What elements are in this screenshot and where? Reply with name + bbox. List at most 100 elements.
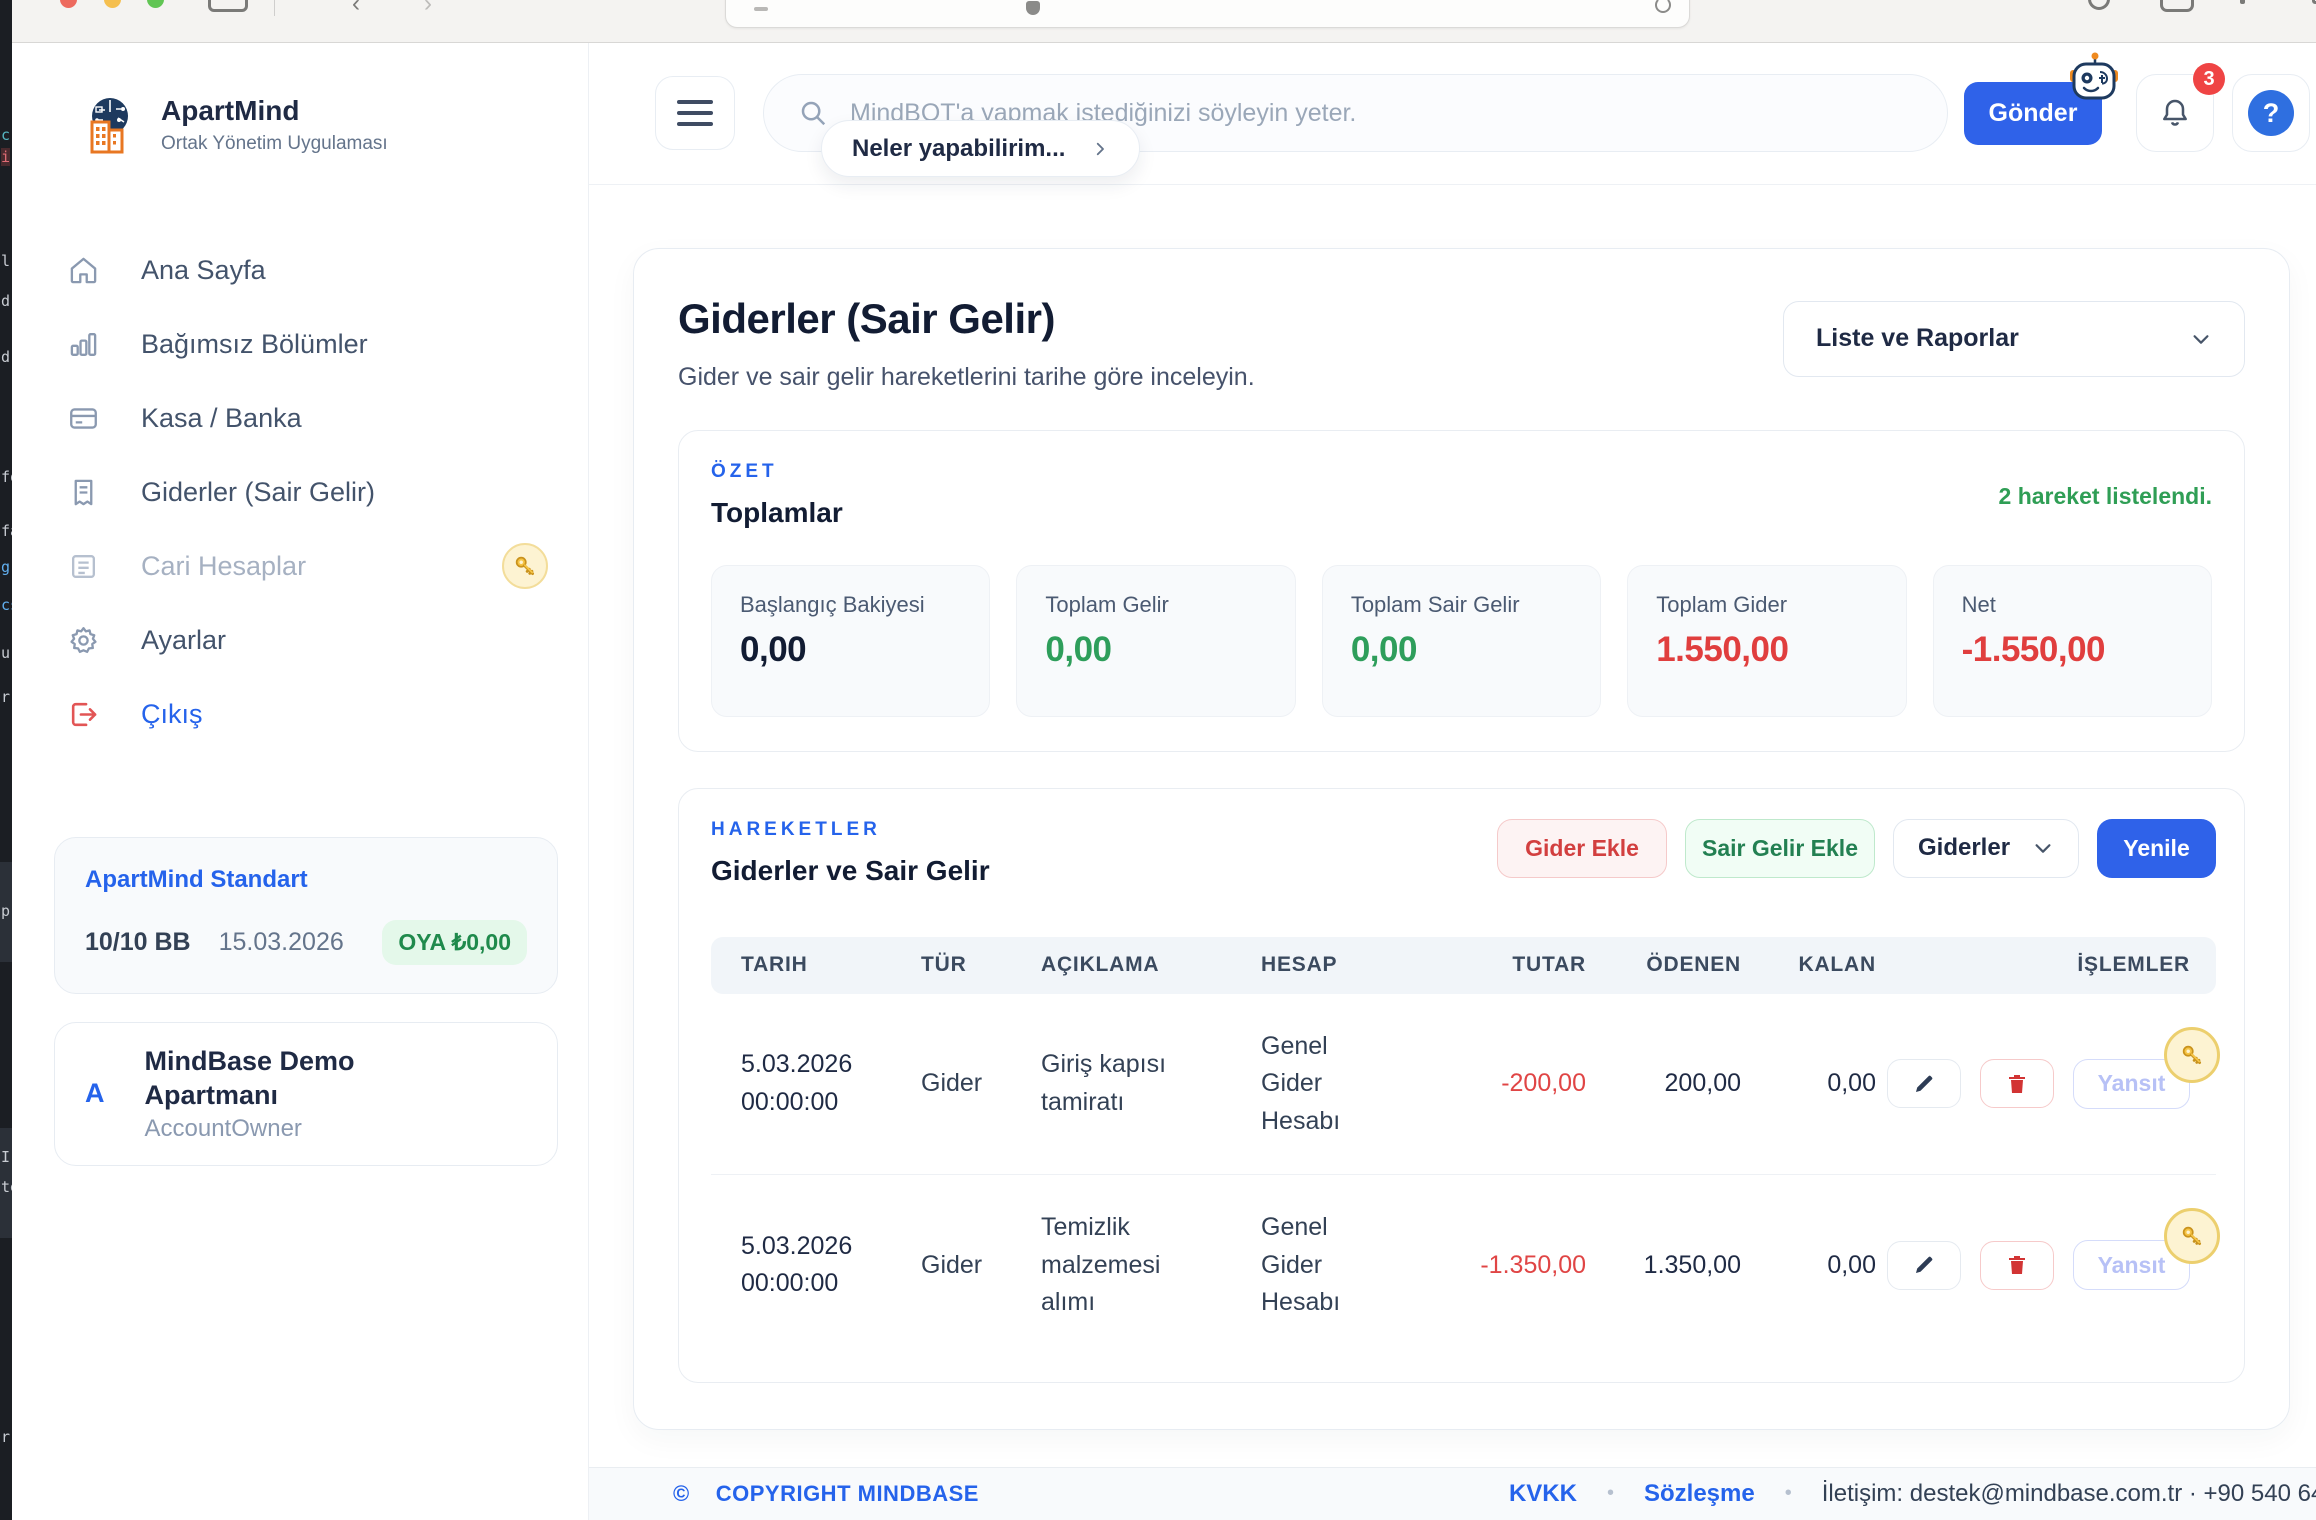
edit-button[interactable] xyxy=(1887,1059,1961,1109)
browser-sidebar-icon[interactable] xyxy=(208,0,248,12)
trash-icon xyxy=(2009,1256,2025,1275)
suggestions-pill[interactable]: Neler yapabilirim... xyxy=(821,120,1141,178)
menu-toggle-button[interactable] xyxy=(655,76,735,151)
sidebar-item-ana-sayfa[interactable]: Ana Sayfa xyxy=(12,233,588,307)
add-income-button[interactable]: Sair Gelir Ekle xyxy=(1685,818,1875,878)
stat-toplam-gelir: Toplam Gelir 0,00 xyxy=(1016,564,1296,717)
chart-icon xyxy=(70,332,97,356)
gear-icon xyxy=(70,626,97,653)
sidebar-item-label: Çıkış xyxy=(141,698,203,729)
chevron-down-icon xyxy=(2035,844,2051,853)
background-code-editor: c i l d d fo fa g cs u r p I' te rr xyxy=(0,0,12,1520)
app-name: ApartMind xyxy=(161,95,300,126)
back-icon[interactable]: ‹ xyxy=(352,0,360,17)
sidebar-item-cikis[interactable]: Çıkış xyxy=(12,677,588,751)
new-tab-icon[interactable] xyxy=(2160,0,2194,12)
sidebar-item-ayarlar[interactable]: Ayarlar xyxy=(12,603,588,677)
reload-icon[interactable] xyxy=(1655,0,1671,13)
bell-icon xyxy=(2163,100,2187,127)
kvkk-link[interactable]: KVKK xyxy=(1508,1479,1577,1507)
locked-key-badge xyxy=(502,543,548,589)
sidebar-item-cari-hesaplar[interactable]: Cari Hesaplar xyxy=(12,529,588,603)
account-avatar: A xyxy=(85,1078,105,1109)
page-subtitle: Gider ve sair gelir hareketlerini tarihe… xyxy=(678,362,1255,391)
account-role: AccountOwner xyxy=(144,1114,302,1142)
address-bar[interactable]: app.apartmind.com xyxy=(725,0,1690,28)
delete-button[interactable] xyxy=(1980,1240,2054,1290)
help-button[interactable]: ? xyxy=(2232,74,2310,153)
card-icon xyxy=(70,407,97,429)
mindbot-robot-icon xyxy=(2070,52,2118,100)
privacy-shield-icon xyxy=(1026,1,1040,15)
tabs-icon[interactable] xyxy=(2240,0,2245,4)
transactions-eyebrow: HAREKETLER xyxy=(711,818,881,840)
refresh-button[interactable]: Yenile xyxy=(2097,818,2216,878)
tab-overview-icon[interactable] xyxy=(2312,0,2316,4)
summary-section: ÖZET Toplamlar 2 hareket listelendi. Baş… xyxy=(678,429,2245,752)
table-row: 5.03.2026 00:00:00 Gider Giriş kapısı tam… xyxy=(711,994,2220,1176)
account-card[interactable]: A MindBase Demo Apartmanı AccountOwner xyxy=(54,1022,558,1166)
profile-icon[interactable] xyxy=(2088,0,2110,10)
app-window: ApartMind Ortak Yönetim Uygulaması Ana S… xyxy=(12,43,2316,1520)
sidebar-item-giderler[interactable]: Giderler (Sair Gelir) xyxy=(12,455,588,529)
sidebar-item-label: Giderler (Sair Gelir) xyxy=(141,476,376,507)
traffic-light-zoom-icon[interactable] xyxy=(147,0,164,8)
chevron-right-icon xyxy=(1097,142,1105,156)
notification-count-badge: 3 xyxy=(2193,63,2225,96)
add-expense-button[interactable]: Gider Ekle xyxy=(1497,818,1667,878)
key-icon xyxy=(2182,1227,2201,1246)
brand: ApartMind Ortak Yönetim Uygulaması xyxy=(12,95,588,155)
edit-button[interactable] xyxy=(1887,1240,1961,1290)
reflect-button[interactable]: Yansıt xyxy=(2073,1058,2190,1109)
notifications-button[interactable]: 3 xyxy=(2136,63,2225,153)
plan-oya-badge: OYA ₺0,00 xyxy=(382,920,527,965)
type-filter-dropdown[interactable]: Giderler xyxy=(1893,818,2079,878)
browser-toolbar: ‹ › app.apartmind.com xyxy=(12,0,2316,43)
main-area: MindBOT'a yapmak istediğinizi söyleyin y… xyxy=(589,43,2316,1520)
sidebar-item-kasa-banka[interactable]: Kasa / Banka xyxy=(12,381,588,455)
logout-icon xyxy=(71,702,97,726)
account-name: MindBase Demo Apartmanı xyxy=(144,1046,355,1110)
plan-units: 10/10 BB xyxy=(85,928,191,956)
delete-button[interactable] xyxy=(1980,1059,2054,1109)
plan-name: ApartMind Standart xyxy=(85,866,308,893)
receipt-icon xyxy=(74,479,93,505)
plan-card[interactable]: ApartMind Standart 10/10 BB 15.03.2026 O… xyxy=(54,837,558,994)
forward-icon[interactable]: › xyxy=(424,0,432,17)
sozlesme-link[interactable]: Sözleşme xyxy=(1644,1479,1755,1507)
view-dropdown[interactable]: Liste ve Raporlar xyxy=(1783,300,2245,377)
stat-toplam-sair-gelir: Toplam Sair Gelir 0,00 xyxy=(1321,564,1602,717)
sidebar-item-label: Kasa / Banka xyxy=(141,402,302,433)
question-mark-icon: ? xyxy=(2248,90,2294,137)
transactions-title: Giderler ve Sair Gelir xyxy=(711,854,990,886)
hamburger-icon xyxy=(677,93,713,133)
locked-key-badge xyxy=(2164,1208,2220,1265)
page-content: Giderler (Sair Gelir) Gider ve sair geli… xyxy=(589,184,2316,1467)
sidebar-item-label: Ayarlar xyxy=(141,624,227,655)
app-subtitle: Ortak Yönetim Uygulaması xyxy=(161,133,388,154)
pencil-icon xyxy=(1916,1257,1933,1274)
reflect-button[interactable]: Yansıt xyxy=(2073,1240,2190,1291)
stat-net: Net -1.550,00 xyxy=(1932,564,2213,717)
key-icon xyxy=(515,556,534,575)
traffic-light-minimize-icon[interactable] xyxy=(104,0,121,8)
summary-title: Toplamlar xyxy=(711,496,843,528)
stat-baslangic-bakiyesi: Başlangıç Bakiyesi 0,00 xyxy=(711,564,991,717)
sidebar-item-bagimsiz-bolumler[interactable]: Bağımsız Bölümler xyxy=(12,307,588,381)
transactions-table: TARIH TÜR AÇIKLAMA HESAP TUTAR ÖDENEN KA… xyxy=(711,936,2220,1356)
footer: © COPYRIGHT MINDBASE KVKK • Sözleşme • İ… xyxy=(589,1466,2316,1520)
summary-eyebrow: ÖZET xyxy=(711,460,778,482)
sidebar-nav: Ana Sayfa Bağımsız Bölümler Kasa / Banka… xyxy=(12,233,588,751)
pencil-icon xyxy=(1916,1075,1933,1092)
key-icon xyxy=(2182,1045,2201,1064)
table-row: 5.03.2026 00:00:00 Gider Temizlik malzeme… xyxy=(711,1175,2220,1356)
summary-status: 2 hareket listelendi. xyxy=(1998,482,2212,509)
chevron-down-icon xyxy=(2193,334,2209,344)
apartmind-logo-icon xyxy=(90,98,128,154)
stat-toplam-gider: Toplam Gider 1.550,00 xyxy=(1627,564,1907,717)
traffic-light-close-icon[interactable] xyxy=(60,0,77,8)
sidebar: ApartMind Ortak Yönetim Uygulaması Ana S… xyxy=(12,43,589,1520)
home-icon xyxy=(70,257,97,283)
table-header: TARIH TÜR AÇIKLAMA HESAP TUTAR ÖDENEN KA… xyxy=(711,936,2216,994)
